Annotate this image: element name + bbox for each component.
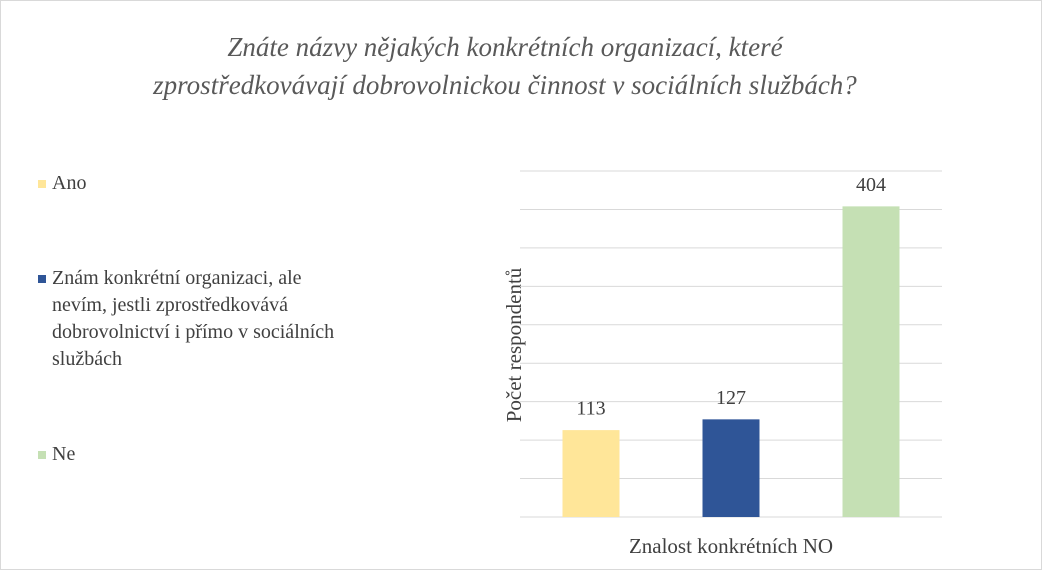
legend: Ano Znám konkrétní organizaci, ale nevím,… xyxy=(38,170,348,468)
legend-item: Ne xyxy=(38,441,348,468)
x-axis-label: Znalost konkrétních NO xyxy=(629,534,833,558)
legend-item: Ano xyxy=(38,170,348,197)
legend-label: Ne xyxy=(52,443,76,465)
data-label: 113 xyxy=(576,398,605,420)
legend-swatch xyxy=(38,275,46,283)
legend-label: Ano xyxy=(52,172,87,194)
data-label: 127 xyxy=(716,387,746,409)
bar xyxy=(702,419,760,517)
legend-label: Znám konkrétní organizaci, ale nevím, je… xyxy=(52,267,335,370)
chart-title: Znáte názvy nějakých konkrétních organiz… xyxy=(153,32,857,100)
y-axis-label: Počet respondentů xyxy=(502,267,526,422)
bar xyxy=(842,206,900,517)
legend-swatch xyxy=(38,180,46,188)
data-label: 404 xyxy=(856,174,886,196)
legend-swatch xyxy=(38,451,46,459)
legend-item: Znám konkrétní organizaci, ale nevím, je… xyxy=(38,265,348,373)
bar xyxy=(562,430,620,517)
